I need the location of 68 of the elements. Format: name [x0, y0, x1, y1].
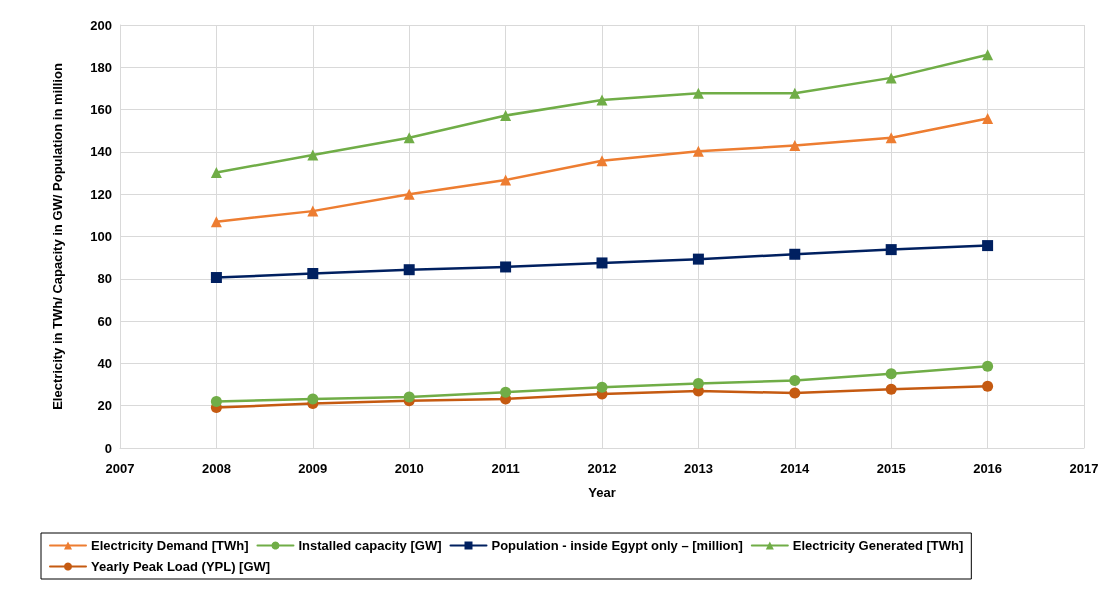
x-tick-label: 2014 [780, 461, 811, 476]
point [885, 244, 897, 256]
point [307, 205, 319, 217]
y-tick-label: 60 [97, 313, 112, 329]
point [596, 94, 608, 106]
point [982, 49, 994, 61]
y-tick-label: 180 [90, 59, 112, 75]
point [596, 381, 608, 393]
point [692, 145, 704, 157]
y-tick-label: 100 [90, 229, 112, 244]
point [789, 87, 801, 99]
x-tick-label: 2010 [394, 461, 424, 476]
point [500, 110, 512, 122]
legend-label: Yearly Peak Load (YPL) [GW] [91, 559, 271, 574]
point [789, 375, 801, 387]
point [307, 149, 319, 161]
x-axis-title: Year [588, 485, 616, 500]
point [307, 268, 319, 280]
legend-label: Electricity Generated [TWh] [792, 538, 964, 553]
point [789, 140, 801, 152]
point [982, 240, 994, 252]
x-tick-label: 2009 [298, 461, 328, 476]
point [692, 378, 704, 389]
point [403, 391, 415, 403]
point [210, 166, 222, 178]
point [210, 395, 222, 407]
point [403, 264, 415, 276]
point [596, 155, 608, 167]
x-tick-label: 2007 [105, 461, 135, 476]
point [307, 393, 319, 405]
y-tick-label: 160 [90, 102, 112, 118]
y-tick-label: 200 [90, 17, 112, 33]
point [500, 174, 512, 186]
legend-label: Population - inside Egypt only – [million] [491, 538, 743, 553]
point [789, 387, 801, 399]
point [982, 112, 994, 124]
legend-label: Electricity Demand [TWh] [91, 538, 249, 553]
point [885, 368, 897, 380]
x-tick-label: 2013 [683, 461, 713, 476]
point [885, 72, 897, 84]
point [500, 261, 512, 273]
x-tick-label: 2008 [201, 461, 231, 476]
x-tick-label: 2012 [587, 461, 617, 476]
y-tick-label: 40 [97, 355, 112, 371]
point [982, 380, 994, 392]
point [403, 188, 415, 200]
point [885, 132, 897, 144]
point [210, 216, 222, 228]
point [692, 253, 704, 265]
y-tick-label: 0 [104, 440, 112, 456]
y-tick-label: 140 [90, 144, 112, 160]
point [885, 383, 897, 395]
x-tick-label: 2015 [876, 461, 906, 476]
point [789, 248, 801, 260]
point [982, 360, 994, 372]
legend-label: Installed capacity [GW] [298, 538, 442, 553]
y-axis-title: Electricity in TWh/ Capacity in GW/ Population in million [50, 63, 65, 410]
point [403, 132, 415, 144]
x-tick-label: 2016 [973, 461, 1003, 476]
point [210, 272, 222, 284]
y-tick-label: 120 [90, 186, 112, 202]
x-tick-label: 2017 [1069, 461, 1099, 476]
point [692, 87, 704, 99]
point [500, 386, 512, 398]
y-tick-label: 20 [97, 398, 112, 414]
x-tick-label: 2011 [491, 461, 520, 476]
point [596, 257, 608, 269]
y-tick-label: 80 [97, 271, 112, 287]
